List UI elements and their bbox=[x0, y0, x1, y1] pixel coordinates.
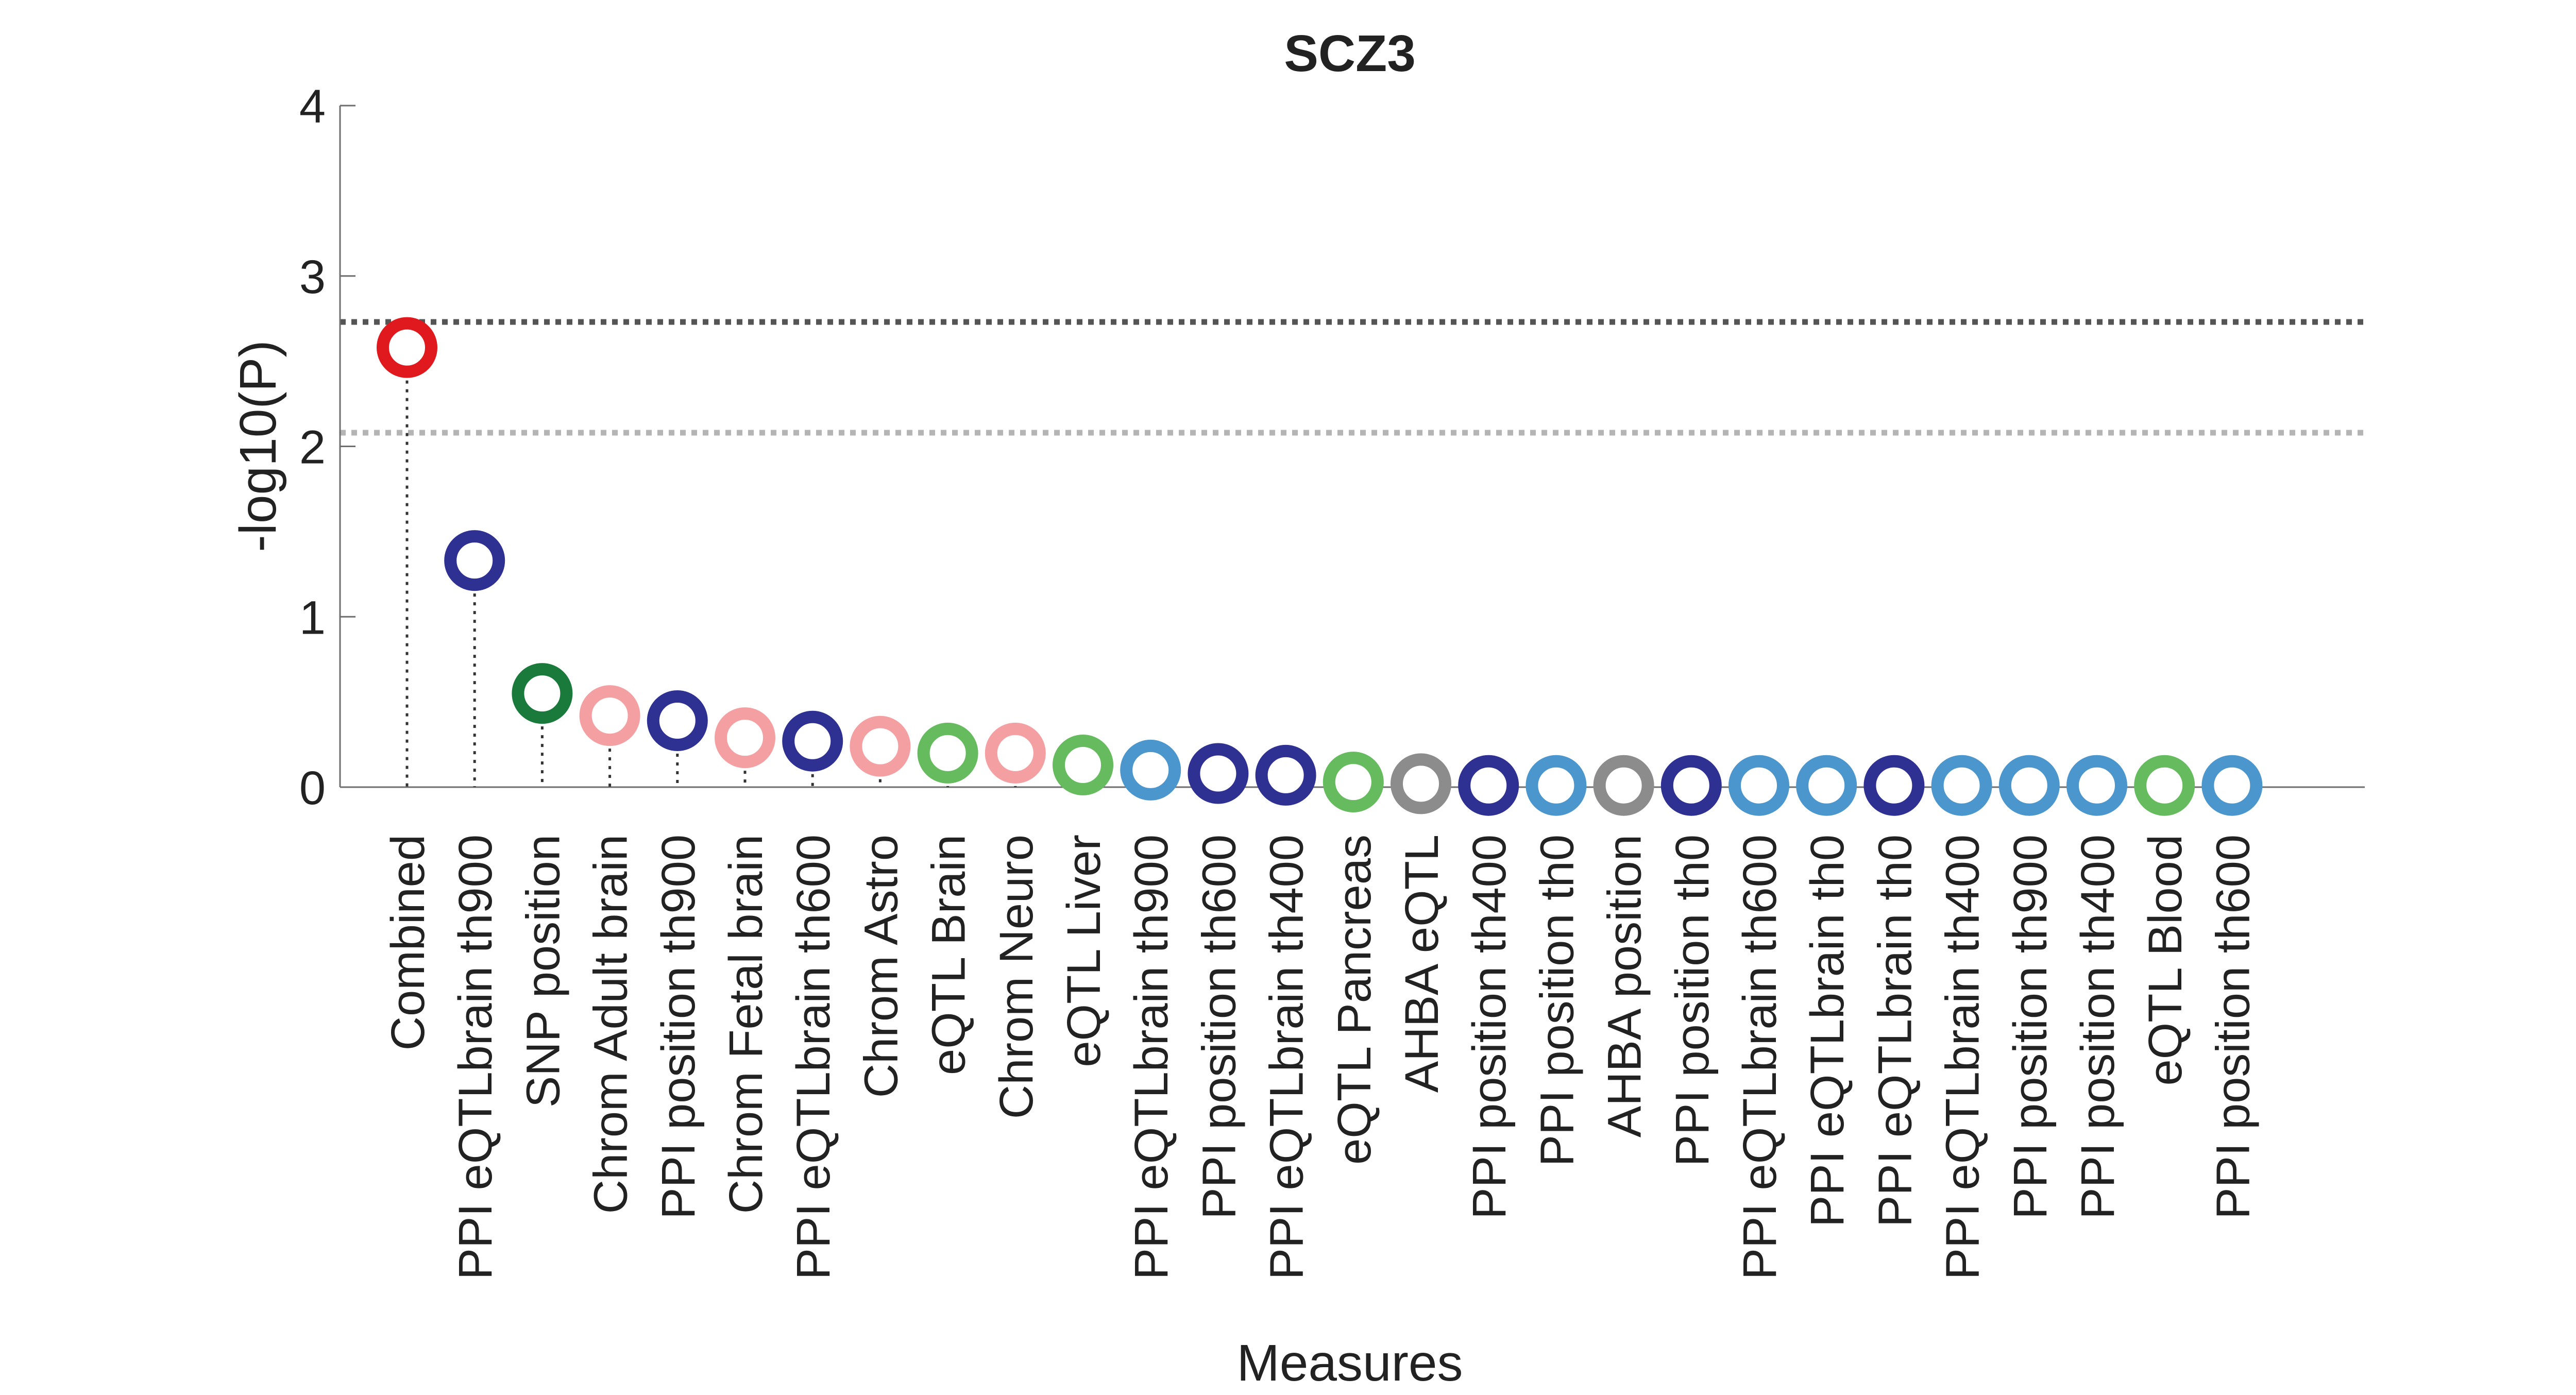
data-point bbox=[1188, 743, 1249, 804]
data-point bbox=[1526, 755, 1587, 816]
x-tick-label: AHBA position bbox=[1599, 835, 1651, 1137]
x-tick-label: PPI position th900 bbox=[652, 835, 705, 1219]
data-point bbox=[1593, 755, 1654, 816]
y-tick-label: 3 bbox=[299, 251, 326, 303]
x-tick-label: PPI position th0 bbox=[1531, 835, 1583, 1166]
y-tick-label: 2 bbox=[299, 421, 326, 474]
x-tick-label: PPI position th900 bbox=[2004, 835, 2057, 1219]
x-tick-label: Chrom Astro bbox=[855, 835, 907, 1098]
y-tick-label: 1 bbox=[299, 591, 326, 644]
data-point bbox=[1931, 755, 1992, 816]
chart-title: SCZ3 bbox=[1284, 25, 1416, 82]
data-point bbox=[985, 722, 1046, 784]
data-point bbox=[850, 716, 911, 777]
x-tick-label: PPI eQTLbrain th900 bbox=[1125, 835, 1178, 1280]
data-point bbox=[377, 317, 437, 378]
data-point bbox=[1053, 735, 1113, 796]
data-point bbox=[782, 710, 843, 772]
data-point bbox=[1660, 755, 1722, 816]
data-point bbox=[2134, 755, 2195, 816]
x-tick-label: PPI eQTLbrain th600 bbox=[1734, 835, 1786, 1280]
x-tick-label: PPI eQTLbrain th0 bbox=[1801, 835, 1854, 1227]
x-tick-label: eQTL Pancreas bbox=[1328, 835, 1381, 1165]
data-point bbox=[1728, 755, 1789, 816]
axes bbox=[339, 106, 2365, 788]
x-tick-label: PPI position th400 bbox=[1463, 835, 1516, 1219]
x-tick-label: eQTL Liver bbox=[1058, 835, 1110, 1067]
y-ticks: 0 1 2 3 4 bbox=[299, 80, 355, 814]
data-point bbox=[1863, 755, 1925, 816]
markers bbox=[377, 317, 2263, 816]
x-tick-label: PPI eQTLbrain th600 bbox=[787, 835, 840, 1280]
x-tick-label: PPI position th600 bbox=[1193, 835, 1245, 1219]
x-tick-label: Chrom Neuro bbox=[990, 835, 1043, 1119]
data-point bbox=[512, 663, 573, 724]
x-tick-label: PPI eQTLbrain th400 bbox=[1261, 835, 1313, 1280]
data-point bbox=[2201, 755, 2263, 816]
data-point bbox=[1323, 752, 1384, 813]
x-tick-label: Combined bbox=[382, 835, 434, 1050]
x-axis-label: Measures bbox=[1236, 1334, 1463, 1392]
data-point bbox=[2066, 755, 2127, 816]
x-tick-label: Chrom Fetal brain bbox=[720, 835, 772, 1214]
x-tick-label: PPI position th400 bbox=[2072, 835, 2124, 1219]
y-axis-label: -log10(P) bbox=[229, 340, 287, 552]
data-point bbox=[1998, 755, 2060, 816]
data-point bbox=[715, 707, 775, 769]
x-tick-label: SNP position bbox=[517, 835, 569, 1108]
x-tick-labels: Combined PPI eQTLbrain th900 SNP position C… bbox=[382, 835, 2259, 1280]
x-tick-label: Chrom Adult brain bbox=[585, 835, 637, 1214]
data-point bbox=[1458, 755, 1519, 816]
x-tick-label: PPI position th0 bbox=[1666, 835, 1719, 1166]
threshold-lines bbox=[340, 319, 2365, 436]
x-tick-label: PPI position th600 bbox=[2207, 835, 2259, 1219]
data-point bbox=[1796, 755, 1857, 816]
data-point bbox=[1255, 744, 1316, 806]
data-point bbox=[444, 530, 505, 591]
x-tick-label: PPI eQTLbrain th0 bbox=[1869, 835, 1921, 1227]
x-tick-label: PPI eQTLbrain th400 bbox=[1937, 835, 1989, 1280]
data-point bbox=[917, 722, 978, 784]
data-point bbox=[647, 690, 708, 752]
data-point bbox=[579, 685, 640, 746]
data-point bbox=[1120, 739, 1181, 801]
x-tick-label: PPI eQTLbrain th900 bbox=[449, 835, 502, 1280]
data-point bbox=[1391, 753, 1451, 814]
y-tick-label: 0 bbox=[299, 762, 326, 814]
x-tick-label: eQTL Blood bbox=[2139, 835, 2192, 1086]
x-tick-label: AHBA eQTL bbox=[1396, 835, 1448, 1093]
x-tick-label: eQTL Brain bbox=[923, 835, 975, 1075]
y-tick-label: 4 bbox=[299, 80, 326, 133]
